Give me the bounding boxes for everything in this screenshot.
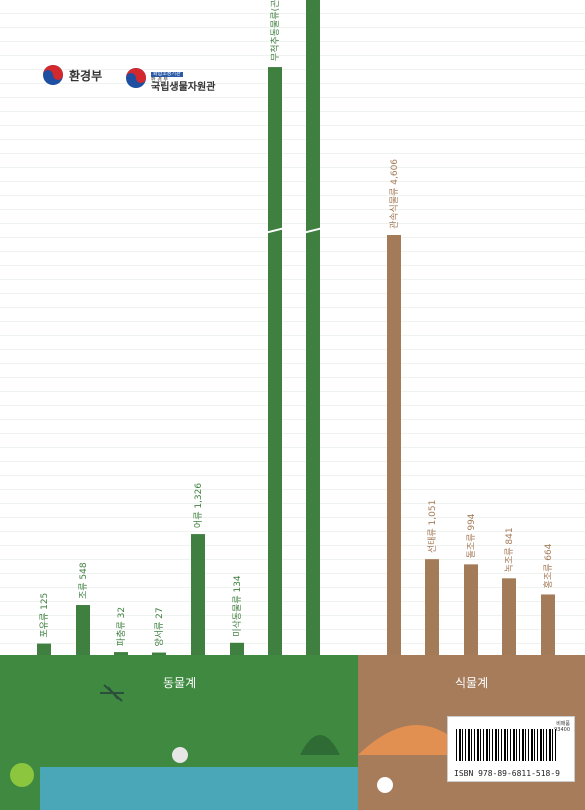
bar-plant-3 [502, 578, 516, 655]
bar-animal-4 [191, 534, 205, 655]
institute-sub: 환 경 부 [151, 77, 168, 83]
bar-animal-1 [76, 605, 90, 655]
hill [358, 725, 470, 755]
bar-label-plant-4: 홍조류 664 [542, 543, 554, 588]
ministry-logo: 환경부 [42, 64, 102, 86]
bar-plant-4 [541, 594, 555, 655]
bar-plant-0 [387, 235, 401, 655]
bar-animal-0 [37, 643, 51, 655]
bar-label-animal-5: 미삭동물류 134 [232, 575, 243, 637]
flower-icon [377, 777, 393, 793]
institute-name: 국립생물자원관 [151, 82, 216, 93]
water-band [40, 767, 358, 810]
taegeuk-icon [126, 67, 146, 88]
bar-plant-2 [464, 564, 478, 655]
institute-logo: 화합조정기관 환 경 부 국립생물자원관 [125, 62, 215, 93]
bar-animal-6 [268, 67, 282, 655]
animal-kingdom-label: 동물계 [163, 676, 197, 690]
plant-kingdom-label: 식물계 [455, 676, 489, 690]
dragonfly-icon [100, 684, 124, 702]
frog-icon [10, 763, 34, 787]
bar-animal-5 [230, 642, 244, 655]
isbn-barcode-box: 비매품 93400 ISBN 978-89-6811-518-9 [447, 716, 575, 782]
bar-label-animal-4: 어류 1,326 [193, 483, 204, 528]
bar-label-animal-6: 무척추동물류(곤충류제외) 10,272 [269, 0, 281, 61]
axis-break-mark [266, 227, 284, 234]
institute-badge: 화합조정기관 [151, 71, 183, 77]
barcode-icon [456, 729, 556, 761]
bar-animal-2 [114, 652, 128, 655]
species-bar-chart: 포유류 125 조류 548 파충류 32 양서류 27 어류 1,326 미삭동물류 1… [37, 0, 555, 656]
bar-animal-7 [306, 0, 320, 656]
bar-label-animal-3: 양서류 27 [154, 607, 165, 646]
isbn-price: 비매품 [556, 721, 570, 727]
bar-label-plant-3: 녹조류 841 [504, 527, 515, 572]
bar-label-animal-1: 조류 548 [78, 562, 89, 599]
axis-break-mark [304, 227, 322, 234]
bar-label-plant-2: 돌조류 994 [466, 513, 477, 558]
bar-animal-3 [152, 652, 166, 655]
isbn-addon-code: 93400 [554, 727, 570, 733]
bar-label-plant-0: 관속식물류 4,606 [389, 159, 400, 229]
coral-icon [172, 747, 188, 763]
ministry-name: 환경부 [69, 68, 103, 83]
bar-label-animal-2: 파충류 32 [116, 607, 127, 646]
bar-label-animal-0: 포유류 125 [39, 593, 50, 638]
bar-label-plant-1: 선태류 1,051 [427, 500, 438, 553]
isbn-number: ISBN 978-89-6811-518-9 [454, 769, 560, 778]
taegeuk-icon [43, 65, 63, 85]
ground-illustration [10, 684, 470, 810]
leaf-plant-icon [300, 735, 340, 755]
ruled-background [0, 0, 585, 655]
bar-plant-1 [425, 559, 439, 655]
